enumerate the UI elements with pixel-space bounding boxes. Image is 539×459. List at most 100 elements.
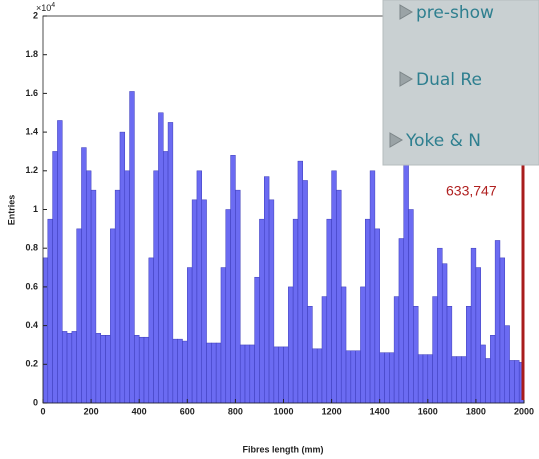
bar <box>244 344 251 404</box>
bar <box>230 155 236 404</box>
bar <box>235 189 241 404</box>
bar <box>134 335 140 404</box>
y-axis-label: Entries <box>6 195 16 226</box>
bar <box>350 350 356 404</box>
bar <box>95 333 101 404</box>
bar <box>490 335 496 404</box>
bar <box>163 151 169 404</box>
bar <box>114 189 121 404</box>
bar <box>312 348 318 404</box>
bar <box>201 199 207 404</box>
bar <box>215 342 222 404</box>
bar <box>105 335 111 404</box>
bar <box>273 346 279 404</box>
bar <box>124 170 130 404</box>
y-tick-label: 1.8 <box>25 49 38 59</box>
bar <box>66 333 73 404</box>
bar <box>514 360 520 404</box>
bar <box>249 344 255 404</box>
overlay-item: Dual Re <box>416 70 482 90</box>
bar <box>437 247 443 404</box>
bar <box>408 209 414 404</box>
bar <box>461 356 467 404</box>
bar <box>480 344 486 404</box>
bar <box>119 131 126 404</box>
y-tick-label: 1.4 <box>25 126 38 136</box>
x-axis-label: Fibres length (mm) <box>242 444 323 454</box>
bar <box>427 354 433 404</box>
y-tick-label: 0.2 <box>25 359 38 369</box>
bar <box>196 170 202 404</box>
bar <box>100 335 106 404</box>
x-tick-label: 1400 <box>370 406 390 416</box>
bar <box>307 306 313 404</box>
slide-overlay: pre-show Dual Re Yoke & N <box>382 0 539 166</box>
bar <box>393 296 400 404</box>
y-multiplier-base: ×10 <box>36 3 51 13</box>
bullet-arrow <box>399 4 413 20</box>
bar <box>191 199 198 404</box>
bar <box>398 238 405 404</box>
bar <box>86 170 92 404</box>
bar <box>316 348 323 404</box>
bar <box>345 350 352 404</box>
bar <box>292 218 299 404</box>
bar <box>403 164 409 404</box>
bar <box>485 358 491 404</box>
bar <box>326 218 332 404</box>
bar <box>466 306 472 404</box>
x-tick-label: 400 <box>132 406 147 416</box>
bullet-arrow <box>389 132 403 148</box>
bar <box>57 120 63 404</box>
bar <box>365 218 371 404</box>
x-tick-label: 800 <box>228 406 243 416</box>
bar <box>182 340 188 404</box>
overlay-item: pre-show <box>416 3 494 23</box>
bar <box>470 247 477 404</box>
bar <box>211 342 217 404</box>
bar <box>475 267 481 404</box>
bar <box>172 338 178 404</box>
bar <box>331 170 337 404</box>
bar <box>297 160 303 404</box>
bar <box>355 350 361 404</box>
bar <box>220 267 227 404</box>
bar <box>153 170 159 404</box>
y-tick-label: 0 <box>33 397 38 407</box>
x-tick-label: 1600 <box>418 406 438 416</box>
bar <box>302 180 308 404</box>
bar <box>336 189 342 404</box>
bar <box>158 112 164 404</box>
bar <box>509 360 515 404</box>
annotation: 633,747 <box>446 183 497 199</box>
bar <box>42 257 49 404</box>
bar <box>239 344 246 404</box>
bar <box>264 176 270 404</box>
bar <box>225 209 231 404</box>
bar <box>177 338 183 404</box>
x-tick-label: 1800 <box>466 406 486 416</box>
y-tick-label: 0.4 <box>25 320 38 330</box>
y-tick-label: 0.8 <box>25 243 38 253</box>
bar <box>71 331 77 404</box>
bar <box>451 356 457 404</box>
bar <box>379 352 385 404</box>
bar <box>138 336 145 404</box>
y-tick-label: 0.6 <box>25 281 38 291</box>
x-tick-label: 1000 <box>273 406 293 416</box>
y-tick-label: 1 <box>33 204 38 214</box>
bar <box>61 331 68 404</box>
overlay-panel <box>383 0 539 165</box>
overlay-shade <box>382 0 539 166</box>
bar <box>389 352 395 404</box>
x-tick-label: 600 <box>180 406 195 416</box>
bar <box>321 296 328 404</box>
bar <box>417 354 424 404</box>
bar <box>422 354 429 404</box>
x-tick-label: 200 <box>84 406 99 416</box>
y-tick-label: 1.2 <box>25 165 38 175</box>
overlay-item: Yoke & N <box>405 131 481 151</box>
bar <box>259 218 265 404</box>
